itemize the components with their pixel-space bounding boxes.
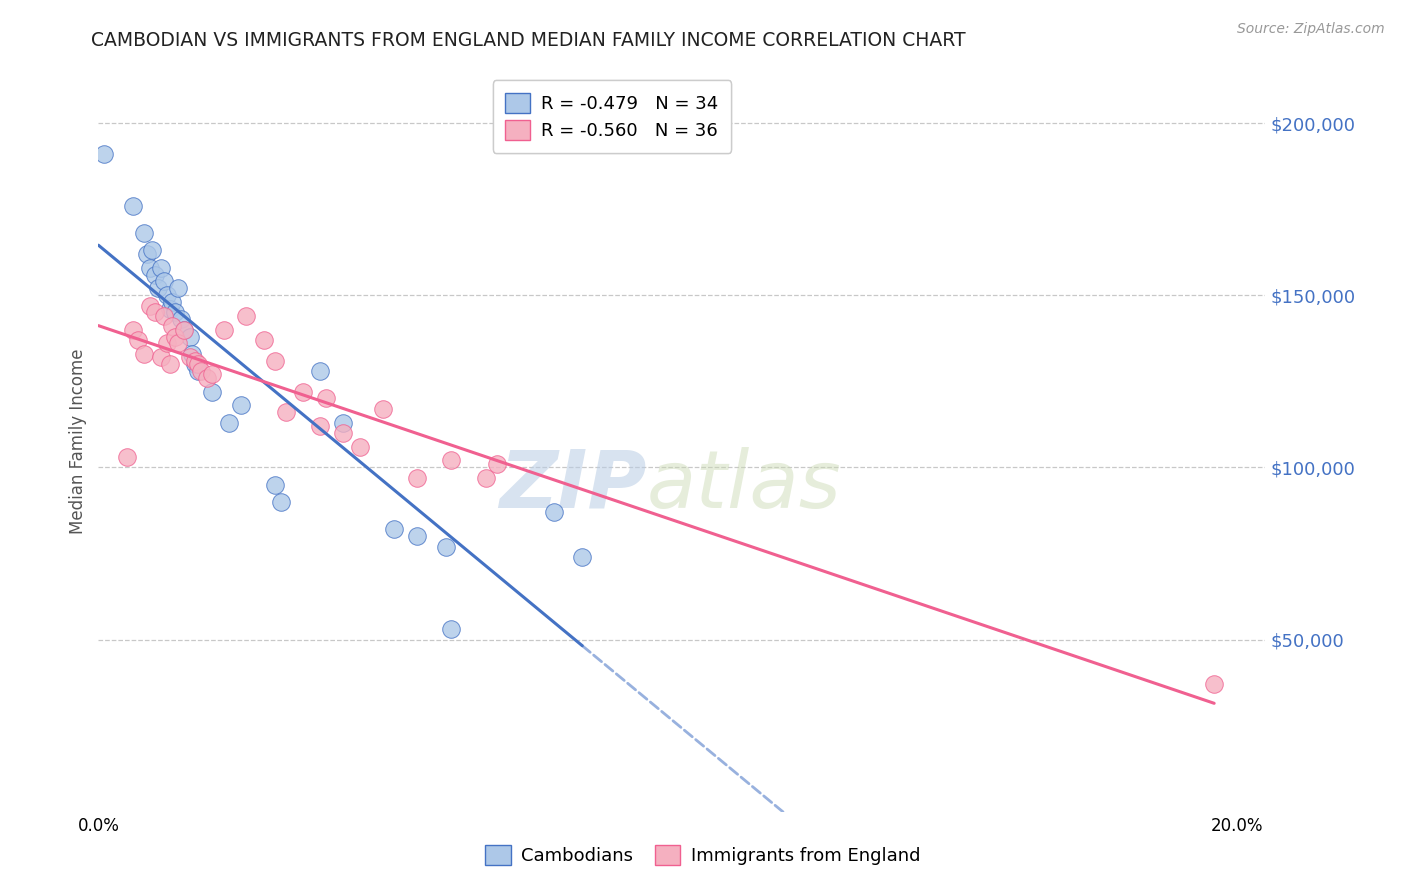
Point <box>187 357 209 371</box>
Point <box>543 505 565 519</box>
Point <box>434 540 457 554</box>
Point <box>440 622 463 636</box>
Point <box>201 384 224 399</box>
Point <box>127 333 149 347</box>
Point <box>132 347 155 361</box>
Point <box>179 350 201 364</box>
Point <box>143 305 166 319</box>
Point <box>406 529 429 543</box>
Point <box>93 147 115 161</box>
Point <box>252 333 274 347</box>
Point <box>292 384 315 399</box>
Point <box>315 392 337 406</box>
Point <box>179 329 201 343</box>
Point <box>406 471 429 485</box>
Point <box>276 405 298 419</box>
Point <box>159 301 181 316</box>
Point <box>332 416 354 430</box>
Point <box>156 336 179 351</box>
Text: ZIP: ZIP <box>499 447 647 525</box>
Point <box>184 353 207 368</box>
Y-axis label: Median Family Income: Median Family Income <box>69 349 87 534</box>
Point <box>384 522 406 536</box>
Point <box>170 312 193 326</box>
Point <box>156 288 179 302</box>
Point <box>264 477 287 491</box>
Point <box>162 295 184 310</box>
Point <box>162 319 184 334</box>
Point <box>571 549 593 564</box>
Point <box>153 274 176 288</box>
Point <box>135 247 157 261</box>
Point <box>150 350 173 364</box>
Point <box>138 260 160 275</box>
Point <box>165 329 187 343</box>
Point <box>270 495 292 509</box>
Point <box>173 323 195 337</box>
Point <box>153 309 176 323</box>
Text: atlas: atlas <box>647 447 842 525</box>
Point <box>485 457 508 471</box>
Point <box>141 244 163 258</box>
Point <box>264 353 287 368</box>
Legend: R = -0.479   N = 34, R = -0.560   N = 36: R = -0.479 N = 34, R = -0.560 N = 36 <box>492 80 731 153</box>
Point <box>201 368 224 382</box>
Point <box>190 364 212 378</box>
Point <box>165 305 187 319</box>
Point <box>132 226 155 240</box>
Point <box>1204 677 1226 691</box>
Point <box>349 440 371 454</box>
Point <box>148 281 170 295</box>
Point <box>121 323 143 337</box>
Text: CAMBODIAN VS IMMIGRANTS FROM ENGLAND MEDIAN FAMILY INCOME CORRELATION CHART: CAMBODIAN VS IMMIGRANTS FROM ENGLAND MED… <box>91 31 966 50</box>
Point <box>121 199 143 213</box>
Point <box>167 281 190 295</box>
Point <box>159 357 181 371</box>
Point <box>229 398 252 412</box>
Point <box>195 371 218 385</box>
Point <box>138 299 160 313</box>
Point <box>474 471 496 485</box>
Legend: Cambodians, Immigrants from England: Cambodians, Immigrants from England <box>478 838 928 872</box>
Point <box>218 416 240 430</box>
Point <box>371 401 394 416</box>
Point <box>440 453 463 467</box>
Point <box>309 364 332 378</box>
Point <box>181 347 204 361</box>
Point <box>143 268 166 282</box>
Point <box>235 309 257 323</box>
Point <box>309 419 332 434</box>
Point <box>173 323 195 337</box>
Point <box>187 364 209 378</box>
Point <box>150 260 173 275</box>
Point <box>167 336 190 351</box>
Point <box>184 357 207 371</box>
Text: Source: ZipAtlas.com: Source: ZipAtlas.com <box>1237 22 1385 37</box>
Point <box>212 323 235 337</box>
Point <box>332 425 354 440</box>
Point <box>115 450 138 464</box>
